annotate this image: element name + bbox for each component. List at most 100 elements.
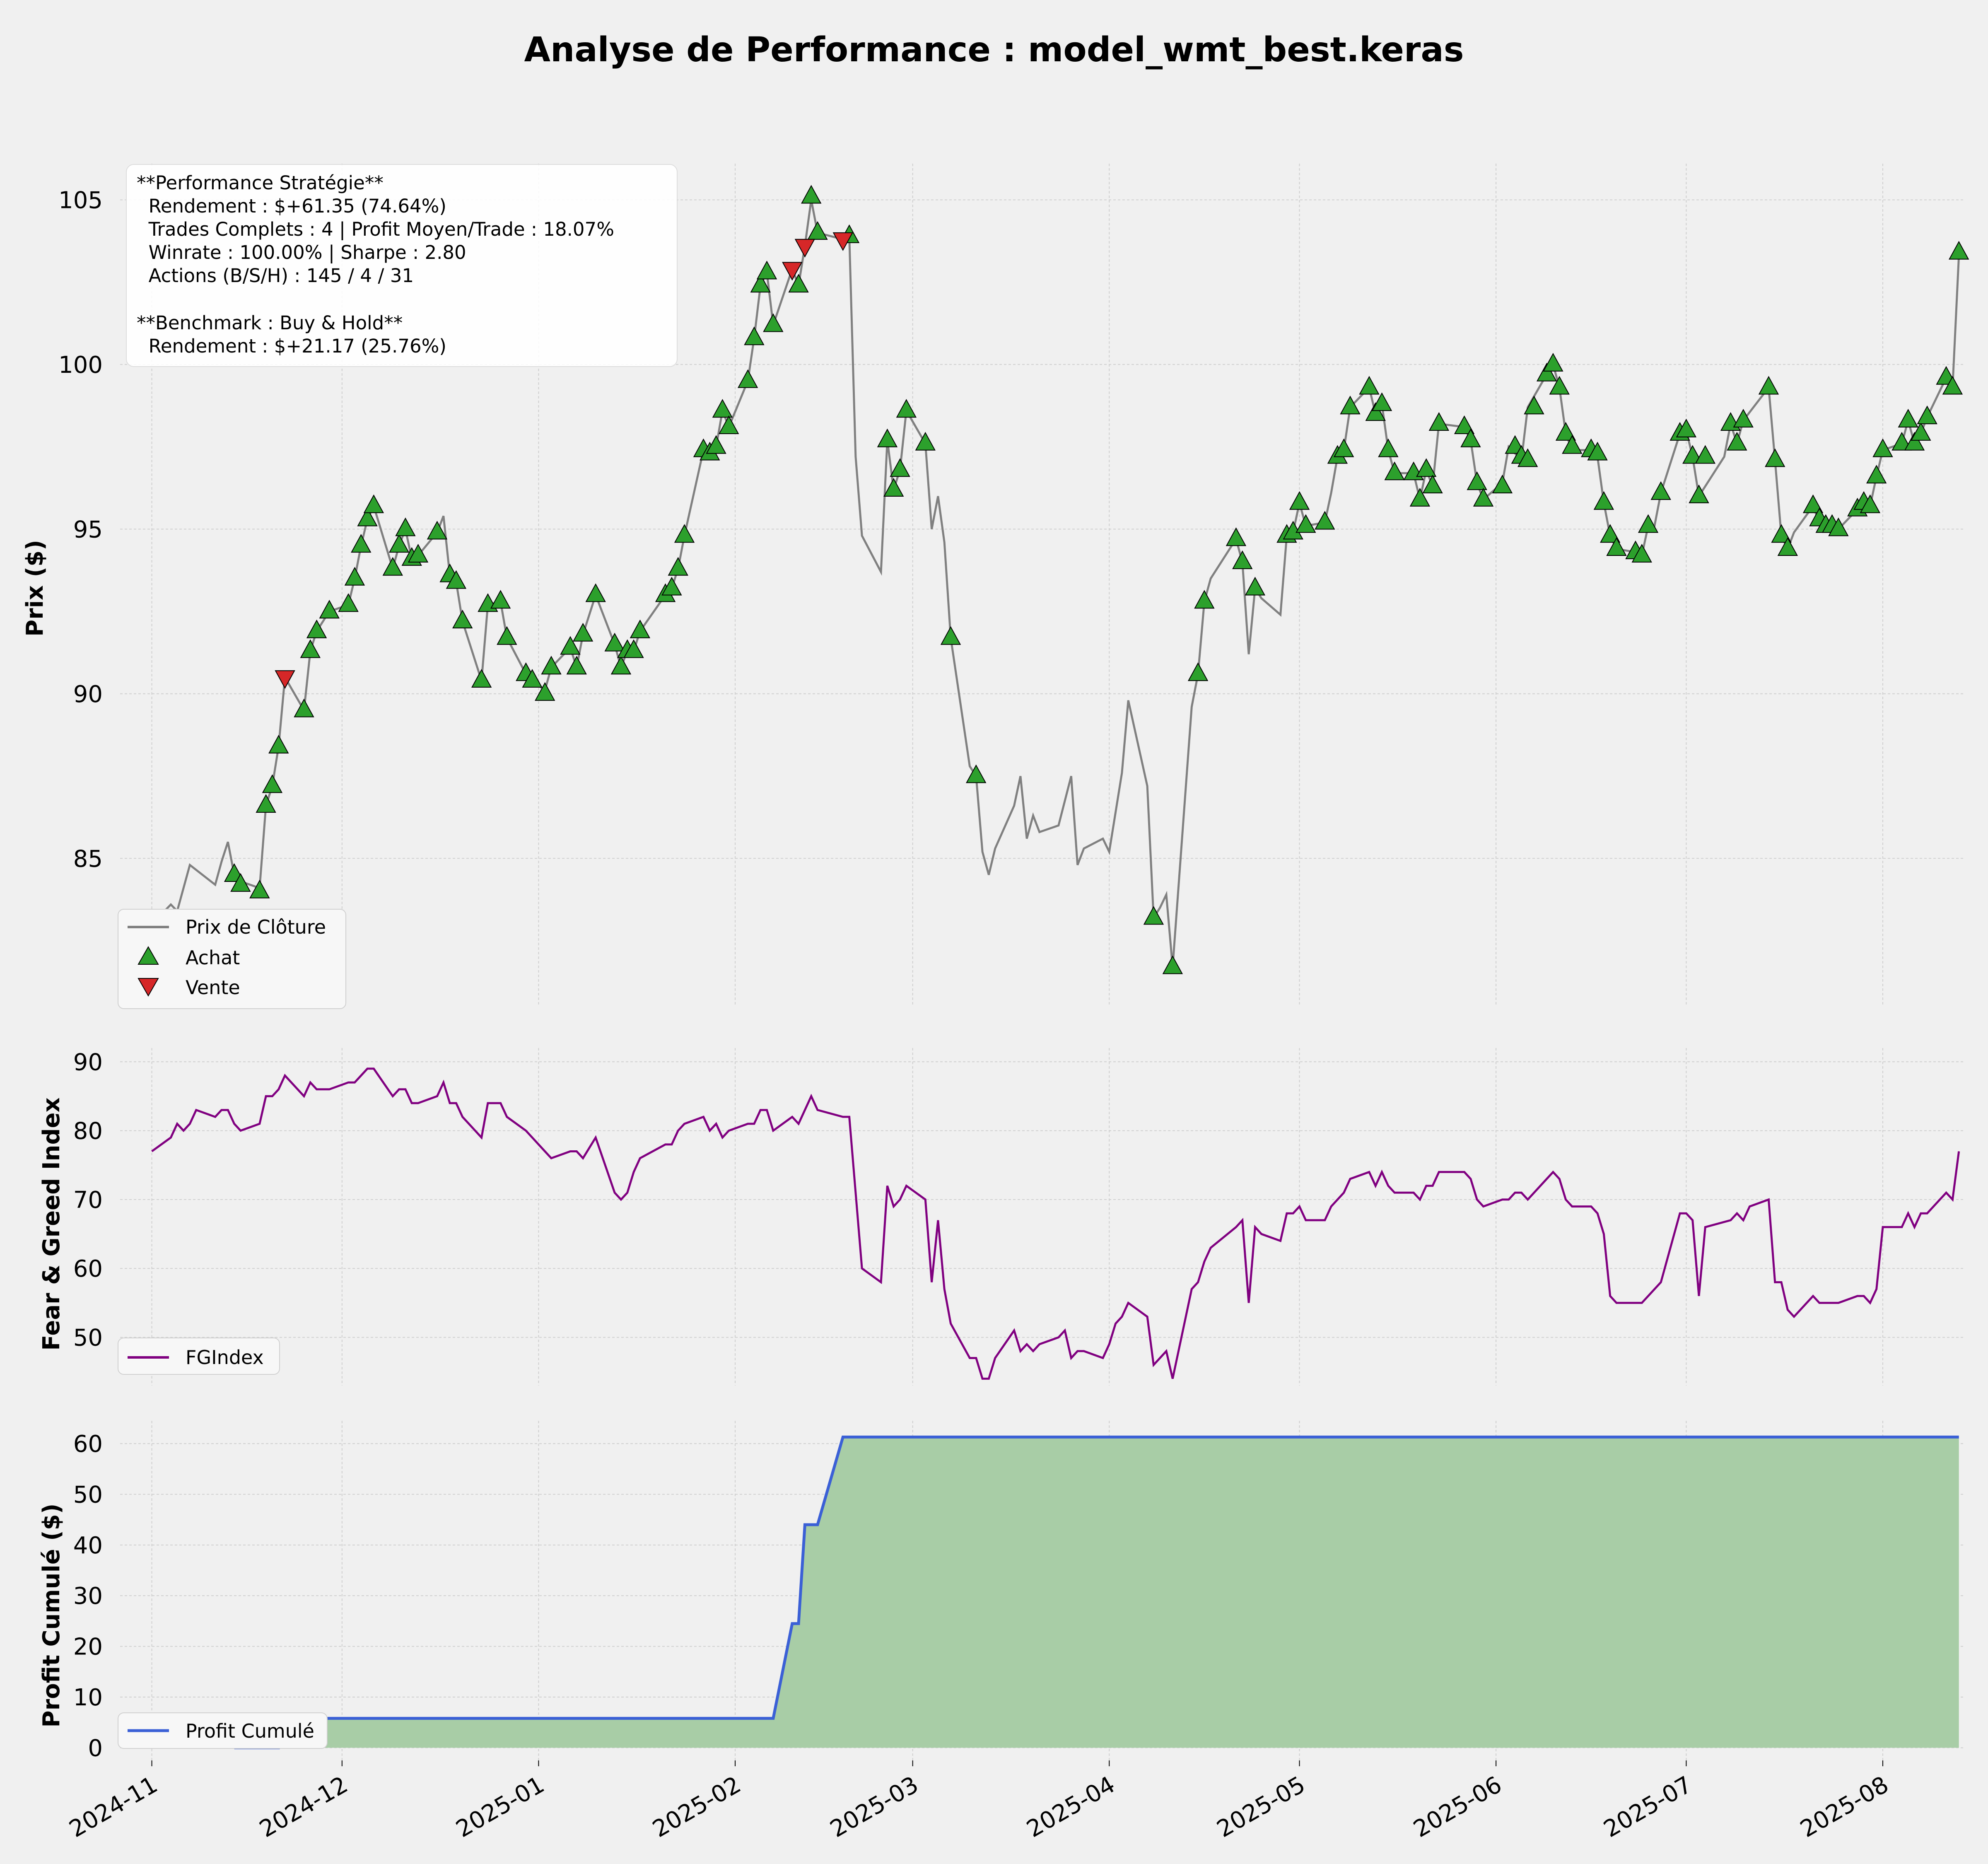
buy-marker <box>572 623 594 642</box>
buy-marker <box>535 682 555 701</box>
buy-marker <box>1638 514 1659 533</box>
buy-marker <box>1866 465 1887 484</box>
legend-close-price-label: Prix de Clôture <box>186 916 326 938</box>
buy-marker <box>1473 488 1494 507</box>
buy-marker <box>1371 392 1392 411</box>
buy-marker <box>1492 474 1513 494</box>
buy-marker <box>1942 376 1963 395</box>
info-strategy-trades: Trades Complets : 4 | Profit Moyen/Trade… <box>137 218 614 240</box>
buy-marker <box>737 369 758 388</box>
buy-marker <box>319 600 340 619</box>
buy-marker <box>1600 524 1621 543</box>
buy-marker <box>452 609 473 628</box>
buy-marker <box>1777 537 1798 556</box>
buy-marker <box>344 567 365 586</box>
buy-marker <box>1454 415 1475 434</box>
buy-marker <box>1650 481 1671 500</box>
buy-marker <box>623 639 644 658</box>
profit-y-tick-label: 30 <box>73 1583 103 1610</box>
sell-marker <box>782 262 803 281</box>
buy-marker <box>256 794 276 813</box>
buy-marker <box>1416 458 1437 477</box>
chart-title: Analyse de Performance : model_wmt_best.… <box>524 30 1464 70</box>
buy-marker <box>294 698 314 717</box>
buy-marker <box>382 557 403 576</box>
buy-markers <box>224 185 1969 974</box>
buy-marker <box>471 669 492 688</box>
buy-marker <box>1872 438 1893 457</box>
price-y-ticks: 85 90 95 100 105 <box>58 187 103 872</box>
buy-marker <box>1898 408 1918 428</box>
price-y-axis-label: Prix ($) <box>22 540 48 637</box>
info-strategy-winrate: Winrate : 100.00% | Sharpe : 2.80 <box>137 241 466 263</box>
fgi-line <box>151 1067 1960 1380</box>
fgi-y-axis-label: Fear & Greed Index <box>38 1097 65 1350</box>
buy-marker <box>801 185 822 204</box>
buy-marker <box>566 656 587 675</box>
buy-marker <box>788 274 809 293</box>
fgi-gridlines <box>120 1048 1965 1386</box>
info-benchmark-header: **Benchmark : Buy & Hold** <box>137 312 403 334</box>
profit-panel: 0 10 20 30 40 50 60 Profit Cumulé ($) Profit C… <box>38 1421 1965 1762</box>
buy-marker <box>630 619 651 638</box>
fgi-legend: FGIndex <box>118 1338 280 1375</box>
buy-marker <box>756 261 777 280</box>
profit-y-tick-label: 40 <box>73 1532 103 1559</box>
buy-marker <box>807 221 828 240</box>
buy-marker <box>249 879 270 898</box>
profit-legend: Profit Cumulé <box>118 1712 328 1749</box>
buy-marker <box>363 494 384 513</box>
info-strategy-actions: Actions (B/S/H) : 145 / 4 / 31 <box>137 265 414 287</box>
profit-y-tick-label: 60 <box>73 1431 103 1458</box>
buy-marker <box>1676 418 1697 437</box>
buy-marker <box>750 274 771 293</box>
buy-marker <box>1143 906 1164 925</box>
buy-marker <box>230 873 251 892</box>
sell-marker <box>275 670 295 689</box>
buy-marker <box>1296 514 1316 533</box>
buy-marker <box>351 534 372 553</box>
fgi-y-tick-label: 50 <box>73 1325 103 1352</box>
buy-marker <box>1828 517 1849 536</box>
buy-marker <box>408 543 429 563</box>
buy-marker <box>915 432 936 451</box>
buy-marker <box>674 524 695 543</box>
fgi-y-tick-label: 70 <box>73 1187 103 1214</box>
profit-y-tick-label: 10 <box>73 1684 103 1711</box>
buy-marker <box>1555 422 1576 441</box>
close-price-line <box>151 199 1960 967</box>
buy-marker <box>1334 438 1354 457</box>
buy-marker <box>1409 488 1431 507</box>
sell-marker <box>832 232 853 251</box>
legend-sell-marker <box>138 978 159 997</box>
buy-marker <box>1689 484 1709 503</box>
buy-marker <box>497 626 517 645</box>
buy-marker <box>560 636 581 655</box>
buy-marker <box>1891 432 1912 451</box>
buy-marker <box>1384 461 1405 480</box>
price-y-tick-label: 90 <box>73 681 103 708</box>
buy-marker <box>1904 432 1925 451</box>
profit-y-tick-label: 0 <box>88 1735 103 1762</box>
price-legend: Prix de Clôture Achat Vente <box>118 909 346 1009</box>
buy-marker <box>1359 376 1380 395</box>
buy-marker <box>1315 511 1335 530</box>
info-benchmark-return: Rendement : $+21.17 (25.76%) <box>137 335 446 357</box>
buy-marker <box>890 458 910 477</box>
buy-marker <box>1949 241 1969 260</box>
buy-marker <box>1194 590 1215 609</box>
buy-marker <box>338 593 359 612</box>
buy-marker <box>300 639 321 658</box>
buy-marker <box>1428 412 1450 431</box>
buy-marker <box>1422 474 1443 494</box>
buy-marker <box>1365 402 1386 421</box>
buy-marker <box>585 583 606 602</box>
buy-marker <box>966 764 987 783</box>
buy-marker <box>1911 422 1931 441</box>
buy-marker <box>668 557 688 576</box>
buy-marker <box>1226 527 1247 546</box>
buy-marker <box>522 669 543 688</box>
buy-marker <box>1162 955 1183 974</box>
buy-marker <box>357 507 378 526</box>
